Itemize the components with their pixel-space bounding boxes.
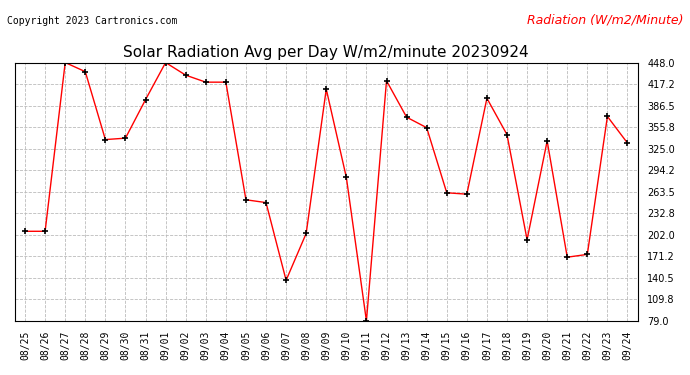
Title: Solar Radiation Avg per Day W/m2/minute 20230924: Solar Radiation Avg per Day W/m2/minute … [124,45,529,60]
Text: Radiation (W/m2/Minute): Radiation (W/m2/Minute) [526,13,683,26]
Text: Copyright 2023 Cartronics.com: Copyright 2023 Cartronics.com [7,16,177,26]
